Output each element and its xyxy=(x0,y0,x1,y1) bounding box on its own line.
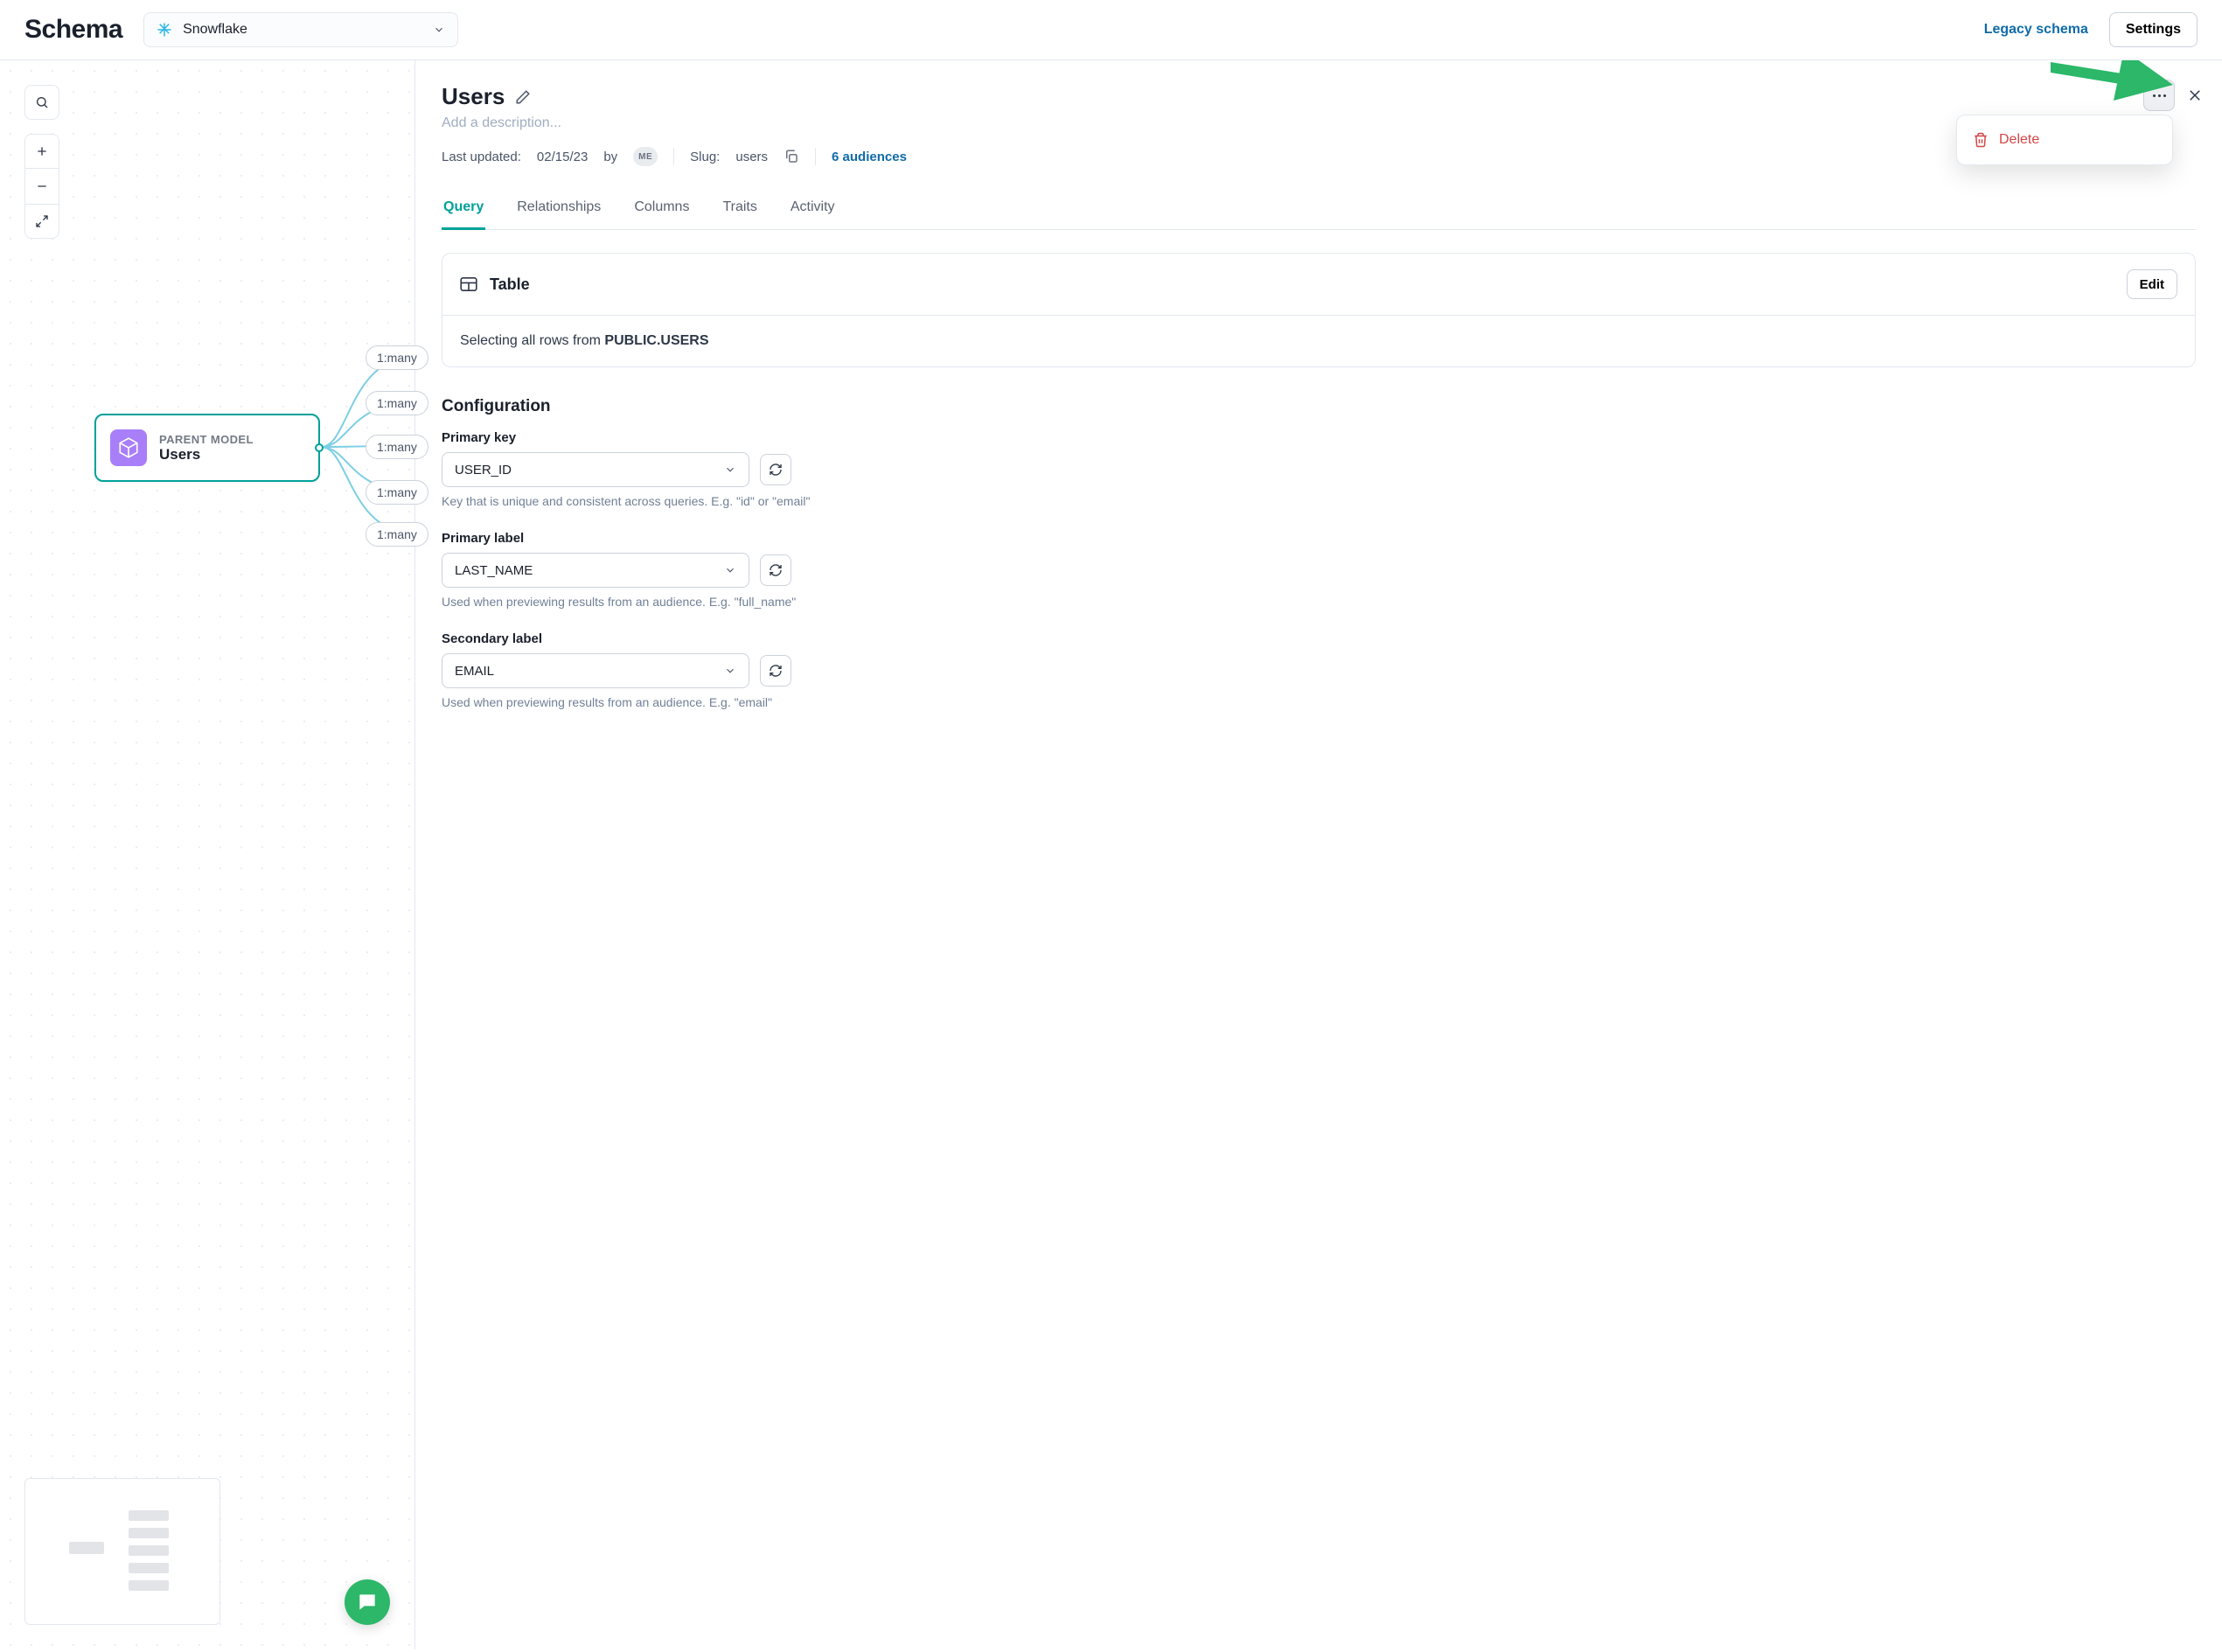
tab-traits[interactable]: Traits xyxy=(721,191,758,230)
slug-label: Slug: xyxy=(690,150,720,164)
divider xyxy=(815,148,816,165)
field-label: Secondary label xyxy=(442,631,2196,646)
edit-query-button[interactable]: Edit xyxy=(2127,269,2177,299)
field-label: Primary key xyxy=(442,430,2196,445)
plus-icon xyxy=(35,144,49,158)
canvas-tools xyxy=(24,85,59,239)
refresh-button[interactable] xyxy=(760,554,791,586)
chevron-down-icon xyxy=(724,665,736,677)
audiences-link[interactable]: 6 audiences xyxy=(832,150,907,164)
expand-icon xyxy=(35,214,49,228)
delete-menu-item[interactable]: Delete xyxy=(1964,122,2165,157)
field-value: USER_ID xyxy=(455,463,512,477)
source-name: Snowflake xyxy=(183,22,422,38)
field-value: EMAIL xyxy=(455,664,494,679)
refresh-button[interactable] xyxy=(760,655,791,687)
configuration-heading: Configuration xyxy=(442,397,2196,416)
config-field: Primary label LAST_NAME Used when previewi… xyxy=(442,531,2196,609)
delete-label: Delete xyxy=(1999,132,2039,148)
field-label: Primary label xyxy=(442,531,2196,546)
fit-view-button[interactable] xyxy=(24,204,59,239)
brand: Schema xyxy=(24,15,122,45)
field-help: Used when previewing results from an aud… xyxy=(442,595,2196,609)
table-icon xyxy=(460,277,477,291)
field-help: Key that is unique and consistent across… xyxy=(442,494,2196,508)
zoom-out-button[interactable] xyxy=(24,169,59,204)
trash-icon xyxy=(1973,132,1989,148)
author-badge: ME xyxy=(633,147,658,166)
chat-button[interactable] xyxy=(345,1579,390,1625)
snowflake-icon xyxy=(157,22,172,38)
parent-model-node[interactable]: PARENT MODEL Users xyxy=(94,414,320,482)
ellipsis-icon xyxy=(2153,94,2166,97)
field-select[interactable]: LAST_NAME xyxy=(442,553,749,588)
node-output-port[interactable] xyxy=(315,443,324,452)
query-source-title: Table xyxy=(490,275,530,294)
by-label: by xyxy=(603,150,617,164)
edit-title-icon[interactable] xyxy=(515,89,531,105)
settings-button[interactable]: Settings xyxy=(2109,12,2198,47)
minimap-children xyxy=(129,1510,169,1591)
description-placeholder[interactable]: Add a description... xyxy=(442,115,2196,131)
chevron-down-icon xyxy=(724,464,736,476)
tab-columns[interactable]: Columns xyxy=(632,191,691,230)
field-select[interactable]: EMAIL xyxy=(442,653,749,688)
minus-icon xyxy=(35,179,49,193)
chevron-down-icon xyxy=(433,24,445,36)
slug-value: users xyxy=(735,150,768,164)
model-icon-badge xyxy=(110,429,147,466)
tab-activity[interactable]: Activity xyxy=(789,191,837,230)
topbar: Schema Snowflake Legacy schema Settings xyxy=(0,0,2222,60)
tab-query[interactable]: Query xyxy=(442,191,485,230)
panel-title: Users xyxy=(442,83,505,110)
search-icon xyxy=(35,95,49,109)
close-icon[interactable] xyxy=(2187,87,2203,103)
panel-tabs: Query Relationships Columns Traits Activity xyxy=(442,191,2196,230)
search-button[interactable] xyxy=(24,85,59,120)
cube-icon xyxy=(117,436,140,459)
config-field: Primary key USER_ID Key that is unique and… xyxy=(442,430,2196,508)
more-button[interactable] xyxy=(2143,80,2175,111)
minimap-node xyxy=(69,1542,104,1554)
panel-actions xyxy=(2143,80,2203,111)
more-menu: Delete xyxy=(1956,115,2173,165)
minimap[interactable] xyxy=(24,1478,220,1625)
tab-relationships[interactable]: Relationships xyxy=(515,191,603,230)
copy-icon[interactable] xyxy=(784,149,799,164)
refresh-icon xyxy=(769,463,783,477)
updated-date: 02/15/23 xyxy=(537,150,588,164)
node-title: Users xyxy=(159,446,254,464)
source-select[interactable]: Snowflake xyxy=(143,12,458,47)
query-source-card: Table Edit Selecting all rows from PUBLI… xyxy=(442,253,2196,367)
meta-row: Last updated: 02/15/23 by ME Slug: users… xyxy=(442,147,2196,166)
config-field: Secondary label EMAIL Used when previewing… xyxy=(442,631,2196,709)
query-source-body: Selecting all rows from PUBLIC.USERS xyxy=(442,316,2195,366)
schema-canvas[interactable]: 1:many1:many1:many1:many1:many PARENT MO… xyxy=(0,60,415,1649)
chevron-down-icon xyxy=(724,564,736,576)
refresh-button[interactable] xyxy=(760,454,791,485)
chat-icon xyxy=(356,1591,379,1614)
workspace: 1:many1:many1:many1:many1:many PARENT MO… xyxy=(0,60,2222,1649)
legacy-schema-link[interactable]: Legacy schema xyxy=(1984,22,2088,38)
divider xyxy=(673,148,674,165)
field-value: LAST_NAME xyxy=(455,563,533,578)
selecting-prefix: Selecting all rows from xyxy=(460,333,604,348)
field-help: Used when previewing results from an aud… xyxy=(442,695,2196,709)
field-select[interactable]: USER_ID xyxy=(442,452,749,487)
updated-label: Last updated: xyxy=(442,150,521,164)
detail-panel: Delete Users Add a description... Last u… xyxy=(415,60,2222,1649)
zoom-in-button[interactable] xyxy=(24,134,59,169)
node-eyebrow: PARENT MODEL xyxy=(159,433,254,446)
refresh-icon xyxy=(769,664,783,678)
selecting-table: PUBLIC.USERS xyxy=(604,333,708,348)
refresh-icon xyxy=(769,563,783,577)
